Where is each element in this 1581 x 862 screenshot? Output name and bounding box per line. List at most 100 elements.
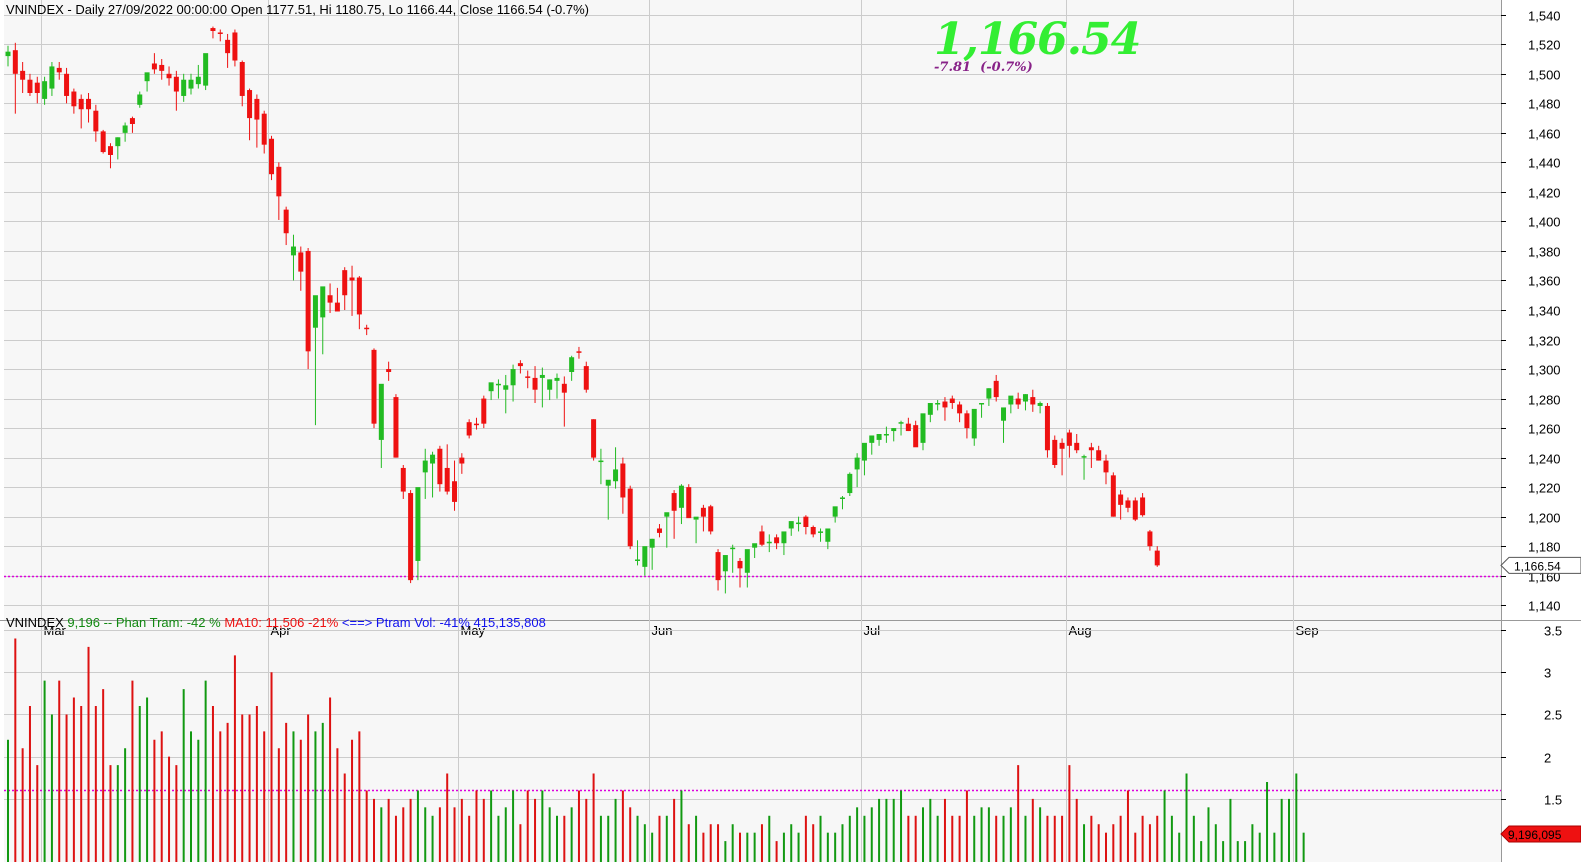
candle-body [539,374,545,378]
candle-body [400,467,406,492]
candle-body [254,98,260,120]
candle-body [459,457,465,464]
candle-body [49,66,55,89]
price-change-value: -7.81 [934,60,972,75]
candle-body [1110,475,1116,517]
candle-body [393,397,399,458]
candle-body [569,357,575,372]
candle-body [247,90,253,119]
pvol-value: 415,135,808 [473,615,546,630]
candle-body [869,435,875,443]
candle-body [532,377,538,390]
candle-body [1001,407,1007,421]
candle-body [364,327,370,330]
candle-body [181,79,187,96]
candle-body [788,521,794,529]
candle-body [452,481,458,502]
candle-body [93,110,99,132]
chart-ohlc-info: Daily 27/09/2022 00:00:00 Open 1177.51, … [75,2,589,17]
candle-body [144,72,150,82]
candle-body [466,422,472,436]
candle-body [42,81,48,99]
candle-body [173,76,179,92]
candle-body [78,98,84,110]
candle-body [269,138,275,175]
candle-body [737,560,743,569]
candle-body [708,506,714,532]
price-axis-label: 1,420 [1528,186,1561,201]
arrow-label: <==> [341,615,373,630]
candle-body [298,252,304,272]
candle-body [430,454,436,464]
candle-body [642,546,648,567]
chart-symbol: VNINDEX [6,2,64,17]
candle-body [503,385,509,390]
candle-body [730,547,736,550]
header-separator: - [63,2,76,17]
candle-body [832,506,838,517]
candle-body [510,369,516,386]
pvol-pct: -41% [439,615,470,630]
candle-body [781,531,787,544]
candle-body [576,351,582,353]
candle-body [744,549,750,573]
last-price-tag [1500,556,1581,574]
candle-body [473,423,479,426]
candle-body [700,507,706,517]
ma-pct: -21% [307,615,339,630]
candle-body [437,448,443,485]
candle-body [1066,432,1072,446]
candle-body [371,349,377,424]
candle-body [693,516,699,520]
price-change-pct: (-0.7%) [980,60,1033,75]
candle-body [752,543,758,548]
candle-body [1008,395,1014,405]
candle-body [1154,550,1160,566]
candle-body [225,39,231,54]
price-axis-label: 1,380 [1528,245,1561,260]
candle-body [598,460,604,463]
candle-body [583,366,589,390]
candle-body [137,94,143,105]
candle-body [378,383,384,440]
volume-axis-label: 3.5 [1544,624,1562,639]
candle-body [203,53,209,86]
candle-body [56,67,62,73]
price-axis-label: 1,180 [1528,540,1561,555]
candle-body [290,246,296,256]
candle-body [342,270,348,296]
candle-body [261,113,267,145]
volume-axis-label: 2.5 [1544,708,1562,723]
candle-body [635,559,641,561]
volume-axis-label: 2 [1544,751,1551,766]
price-axis-label: 1,540 [1528,9,1561,24]
candle-body [627,488,633,547]
candle-body [825,528,831,542]
candle-body [100,131,106,153]
volume-panel-background [4,621,1501,862]
price-axis-label: 1,200 [1528,511,1561,526]
candle-body [12,50,18,74]
candle-body [349,277,355,281]
price-change: -7.81 (-0.7%) [934,60,1033,75]
candle-body [1052,439,1058,465]
candle-body [166,73,172,79]
candle-body [305,250,311,352]
candle-body [905,423,911,432]
price-axis-label: 1,520 [1528,38,1561,53]
candle-body [1125,500,1131,508]
price-axis-label: 1,220 [1528,481,1561,496]
volume-header: VNINDEX 9,196 -- Phan Tram: -42 % MA10: … [6,615,546,630]
candle-body [920,413,926,443]
candle-body [1074,442,1080,451]
candle-body [664,512,670,517]
candle-body [810,527,816,535]
candle-body [488,382,494,392]
candle-body [151,63,157,70]
volume-sep: -- [103,615,113,630]
candle-body [913,425,919,448]
price-axis-label: 1,320 [1528,334,1561,349]
candle-body [1103,460,1109,473]
candle-body [722,555,728,572]
candle-body [276,166,282,197]
